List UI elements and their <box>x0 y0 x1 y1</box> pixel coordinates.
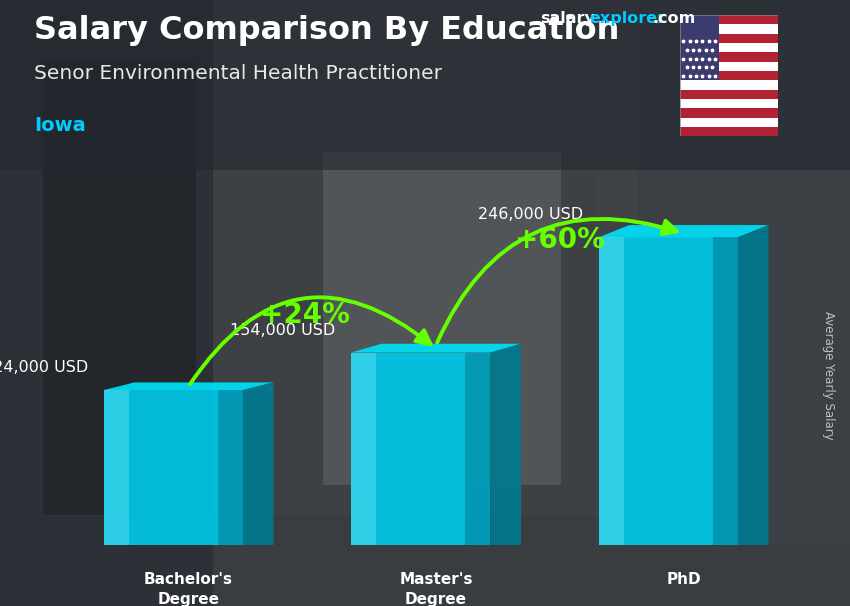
Polygon shape <box>104 390 243 545</box>
Polygon shape <box>104 382 274 390</box>
Bar <box>323 152 561 485</box>
Polygon shape <box>351 344 521 353</box>
Bar <box>680 34 778 43</box>
Polygon shape <box>598 238 624 545</box>
Bar <box>680 43 778 53</box>
Text: explorer: explorer <box>589 11 666 26</box>
Text: Iowa: Iowa <box>34 116 86 135</box>
Text: Master's
Degree: Master's Degree <box>400 571 473 606</box>
Bar <box>680 118 778 127</box>
Polygon shape <box>104 390 128 545</box>
Text: Senor Environmental Health Practitioner: Senor Environmental Health Practitioner <box>34 64 442 82</box>
Polygon shape <box>738 225 768 545</box>
Bar <box>680 99 778 108</box>
Bar <box>680 90 778 99</box>
Polygon shape <box>465 353 490 545</box>
Bar <box>680 71 778 81</box>
Bar <box>680 24 778 34</box>
Polygon shape <box>351 353 377 545</box>
Bar <box>42 61 196 515</box>
Polygon shape <box>218 390 243 545</box>
Bar <box>680 81 778 90</box>
Text: salary: salary <box>540 11 595 26</box>
Text: +60%: +60% <box>515 226 605 254</box>
Polygon shape <box>598 238 738 545</box>
Text: Average Yearly Salary: Average Yearly Salary <box>822 311 836 440</box>
Bar <box>212 0 638 515</box>
Text: 124,000 USD: 124,000 USD <box>0 360 88 375</box>
Polygon shape <box>243 382 274 545</box>
Text: PhD: PhD <box>666 571 701 587</box>
Polygon shape <box>351 353 490 545</box>
Text: +24%: +24% <box>260 301 349 329</box>
Text: 246,000 USD: 246,000 USD <box>478 207 583 222</box>
Bar <box>680 53 778 62</box>
Polygon shape <box>713 238 738 545</box>
Bar <box>680 127 778 136</box>
Text: .com: .com <box>652 11 695 26</box>
Bar <box>0 0 212 606</box>
Text: Bachelor's
Degree: Bachelor's Degree <box>144 571 233 606</box>
Text: 154,000 USD: 154,000 USD <box>230 322 336 338</box>
Text: Salary Comparison By Education: Salary Comparison By Education <box>34 15 620 46</box>
Bar <box>680 108 778 118</box>
Bar <box>680 62 778 71</box>
Bar <box>595 0 850 545</box>
Polygon shape <box>490 344 521 545</box>
Polygon shape <box>598 225 768 238</box>
Bar <box>680 15 778 24</box>
Bar <box>680 15 719 81</box>
